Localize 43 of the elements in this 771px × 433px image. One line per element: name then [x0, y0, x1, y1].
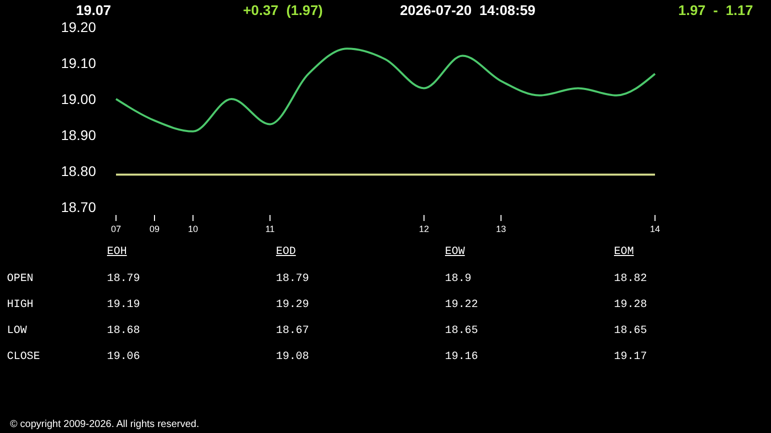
x-tick-label: 10 [188, 224, 198, 234]
text: 19.17 [614, 351, 648, 363]
text: CLOSE [7, 351, 40, 363]
y-tick-label: 18.90 [60, 126, 96, 143]
x-tick-label: 07 [110, 224, 122, 234]
x-tick-label: 11 [265, 224, 275, 234]
x-tick-label: 09 [149, 224, 160, 234]
text: 19.16 [445, 351, 478, 363]
text: 18.65 [614, 325, 648, 337]
text: 2026-07-20 14:08:59 [400, 2, 536, 18]
text: EOW [445, 246, 465, 258]
text: 19.29 [276, 299, 310, 311]
text: 1.97 - 1.17 [678, 2, 753, 18]
text: 18.79 [107, 273, 140, 285]
text: 19.06 [107, 351, 140, 363]
x-tick-label: 13 [496, 224, 506, 234]
line-series [115, 48, 656, 132]
text: EOH [107, 246, 127, 258]
x-tick-label: 12 [418, 224, 430, 234]
y-tick-label: 19.20 [60, 18, 96, 35]
text: 18.9 [445, 273, 472, 285]
y-tick-label: 19.00 [60, 90, 96, 107]
text: 19.19 [107, 299, 140, 311]
chart-subtitle: +0.37 (1.97) [243, 2, 323, 18]
text: 19.08 [276, 351, 310, 363]
text: 18.68 [107, 325, 140, 337]
text: 19.28 [614, 299, 648, 311]
y-tick-label: 18.80 [60, 162, 96, 179]
text: 18.67 [276, 325, 310, 337]
y-tick-label: 18.70 [60, 198, 96, 215]
text: LOW [7, 325, 27, 337]
text: OPEN [7, 273, 34, 285]
text: © copyright 2009-2026. All rights reserved. [10, 419, 200, 430]
text: 18.65 [445, 325, 478, 337]
text: EOD [276, 246, 296, 258]
text: 19.22 [445, 299, 478, 311]
text: HIGH [7, 299, 34, 311]
x-tick-label: 14 [650, 224, 660, 234]
text: EOM [614, 246, 634, 258]
text: 18.82 [614, 273, 648, 285]
y-tick-label: 19.10 [60, 54, 96, 71]
text: 18.79 [276, 273, 310, 285]
chart-title: 19.07 [76, 2, 112, 18]
